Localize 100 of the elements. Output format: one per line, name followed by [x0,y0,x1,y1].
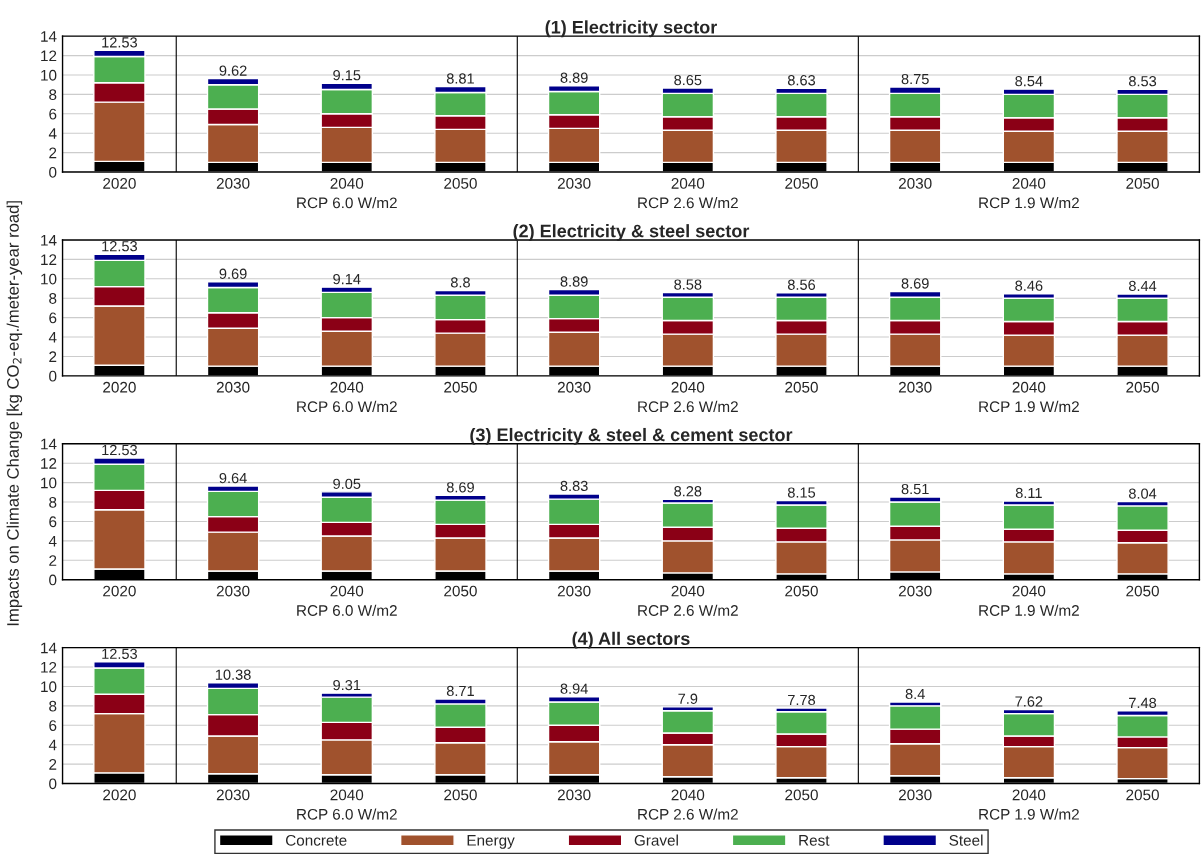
text: RCP 6.0 W/m2 [297,808,397,820]
x-tick-label: 2050 [1126,789,1159,801]
x-tick-label: 2040 [671,178,705,189]
total-label: 8.65 [674,74,702,86]
y-tick-label: 4 [48,739,57,751]
y-tick-label: 6 [49,312,57,324]
total-label: 10.38 [215,669,251,680]
x-tick-label: 2030 [898,178,932,189]
y-tick-label: 8 [49,89,57,101]
text: RCP 6.0 W/m2 [297,604,397,616]
legend-label: Gravel [634,834,678,846]
y-tick-label: 8 [49,700,57,712]
x-tick-label: 2040 [1012,585,1046,597]
x-tick-label: 2040 [330,585,364,597]
x-tick-label: 2030 [216,178,250,189]
total-label: 8.58 [674,279,702,290]
x-tick-label: 2030 [898,585,932,597]
x-tick-label: 2050 [785,789,818,801]
legend-label: Energy [467,835,515,849]
total-label: 9.64 [219,472,247,484]
text: RCP 2.6 W/m2 [638,197,738,209]
chart-title: (2) Electricity & steel sector [513,224,750,241]
y-tick-label: 4 [48,332,57,343]
y-tick-label: 10 [41,273,57,285]
x-tick-label: 2040 [671,789,705,801]
text: RCP 1.9 W/m2 [979,400,1079,413]
x-tick-label: 2050 [1126,585,1159,597]
y-tick-label: 10 [41,69,57,81]
total-label: 8.63 [787,75,816,86]
x-tick-label: 2050 [785,381,818,393]
y-tick-label: 4 [48,535,57,547]
x-tick-label: 2040 [671,585,705,597]
total-label: 8.75 [901,73,929,85]
total-label: 7.62 [1015,696,1043,707]
x-tick-label: 2020 [103,178,136,189]
text: RCP 2.6 W/m2 [638,604,738,616]
y-tick-label: 0 [49,778,57,790]
legend-label: Rest [799,835,830,846]
total-label: 8.28 [674,486,702,497]
total-label: 7.9 [678,693,698,704]
x-tick-label: 2040 [1012,381,1046,393]
total-label: 9.31 [333,679,361,691]
x-tick-label: 2050 [444,789,477,801]
y-tick-label: 2 [49,351,57,362]
total-label: 8.81 [446,73,474,84]
total-label: 8.46 [1015,280,1043,291]
total-label: 9.14 [333,273,361,285]
y-tick-label: 10 [41,477,57,489]
total-label: 8.83 [560,480,588,492]
x-tick-label: 2030 [557,381,591,393]
y-tick-label: 14 [41,235,57,246]
y-tick-label: 6 [49,720,57,731]
total-label: 12.53 [102,241,138,252]
y-tick-label: 4 [48,128,57,139]
total-label: 12.53 [102,37,138,48]
y-tick-label: 6 [49,108,57,120]
x-tick-label: 2030 [557,789,591,801]
y-tick-label: 6 [49,516,57,528]
y-tick-label: 0 [49,370,57,382]
y-tick-label: 14 [41,31,57,42]
x-tick-label: 2050 [1126,381,1159,393]
x-tick-label: 2040 [330,178,364,189]
total-label: 8.15 [787,487,816,498]
y-tick-label: 12 [41,254,57,265]
total-label: 8.04 [1128,488,1157,499]
y-tick-label: 12 [41,661,57,673]
y-tick-label: 12 [41,50,57,62]
legend-label: Steel [949,834,983,846]
y-tick-label: 8 [49,293,57,304]
total-label: 8.69 [446,482,474,493]
x-tick-label: 2050 [444,585,477,597]
text: RCP 2.6 W/m2 [638,808,738,820]
x-tick-label: 2040 [1012,178,1046,189]
text: RCP 1.9 W/m2 [979,808,1079,820]
y-tick-label: 8 [49,496,57,508]
total-label: 7.48 [1129,697,1157,709]
x-tick-label: 2040 [330,789,364,801]
total-label: 9.15 [333,70,361,81]
total-label: 8.51 [901,483,929,495]
x-tick-label: 2030 [216,381,250,393]
x-tick-label: 2030 [216,585,250,597]
x-tick-label: 2040 [330,381,364,393]
y-tick-label: 10 [41,681,57,693]
total-label: 8.89 [560,276,588,287]
total-label: 8.56 [787,279,816,290]
x-tick-label: 2040 [671,381,705,393]
x-tick-label: 2020 [103,789,136,801]
total-label: 12.53 [102,444,138,456]
x-tick-label: 2050 [444,178,477,189]
x-tick-label: 2030 [898,381,932,393]
total-label: 9.05 [333,478,361,489]
chart-title: (3) Electricity & steel & cement sector [470,427,793,445]
x-tick-label: 2030 [216,789,250,801]
y-axis-title: Impacts on Climate Change [kg CO$_{2}$-eq./meter-year road] [6,201,23,626]
y-tick-label: 2 [49,147,57,159]
total-label: 8.53 [1128,76,1157,87]
total-label: 8.11 [1015,487,1042,499]
total-label: 8.94 [560,683,588,694]
x-tick-label: 2020 [103,585,136,597]
total-label: 8.89 [560,72,588,83]
